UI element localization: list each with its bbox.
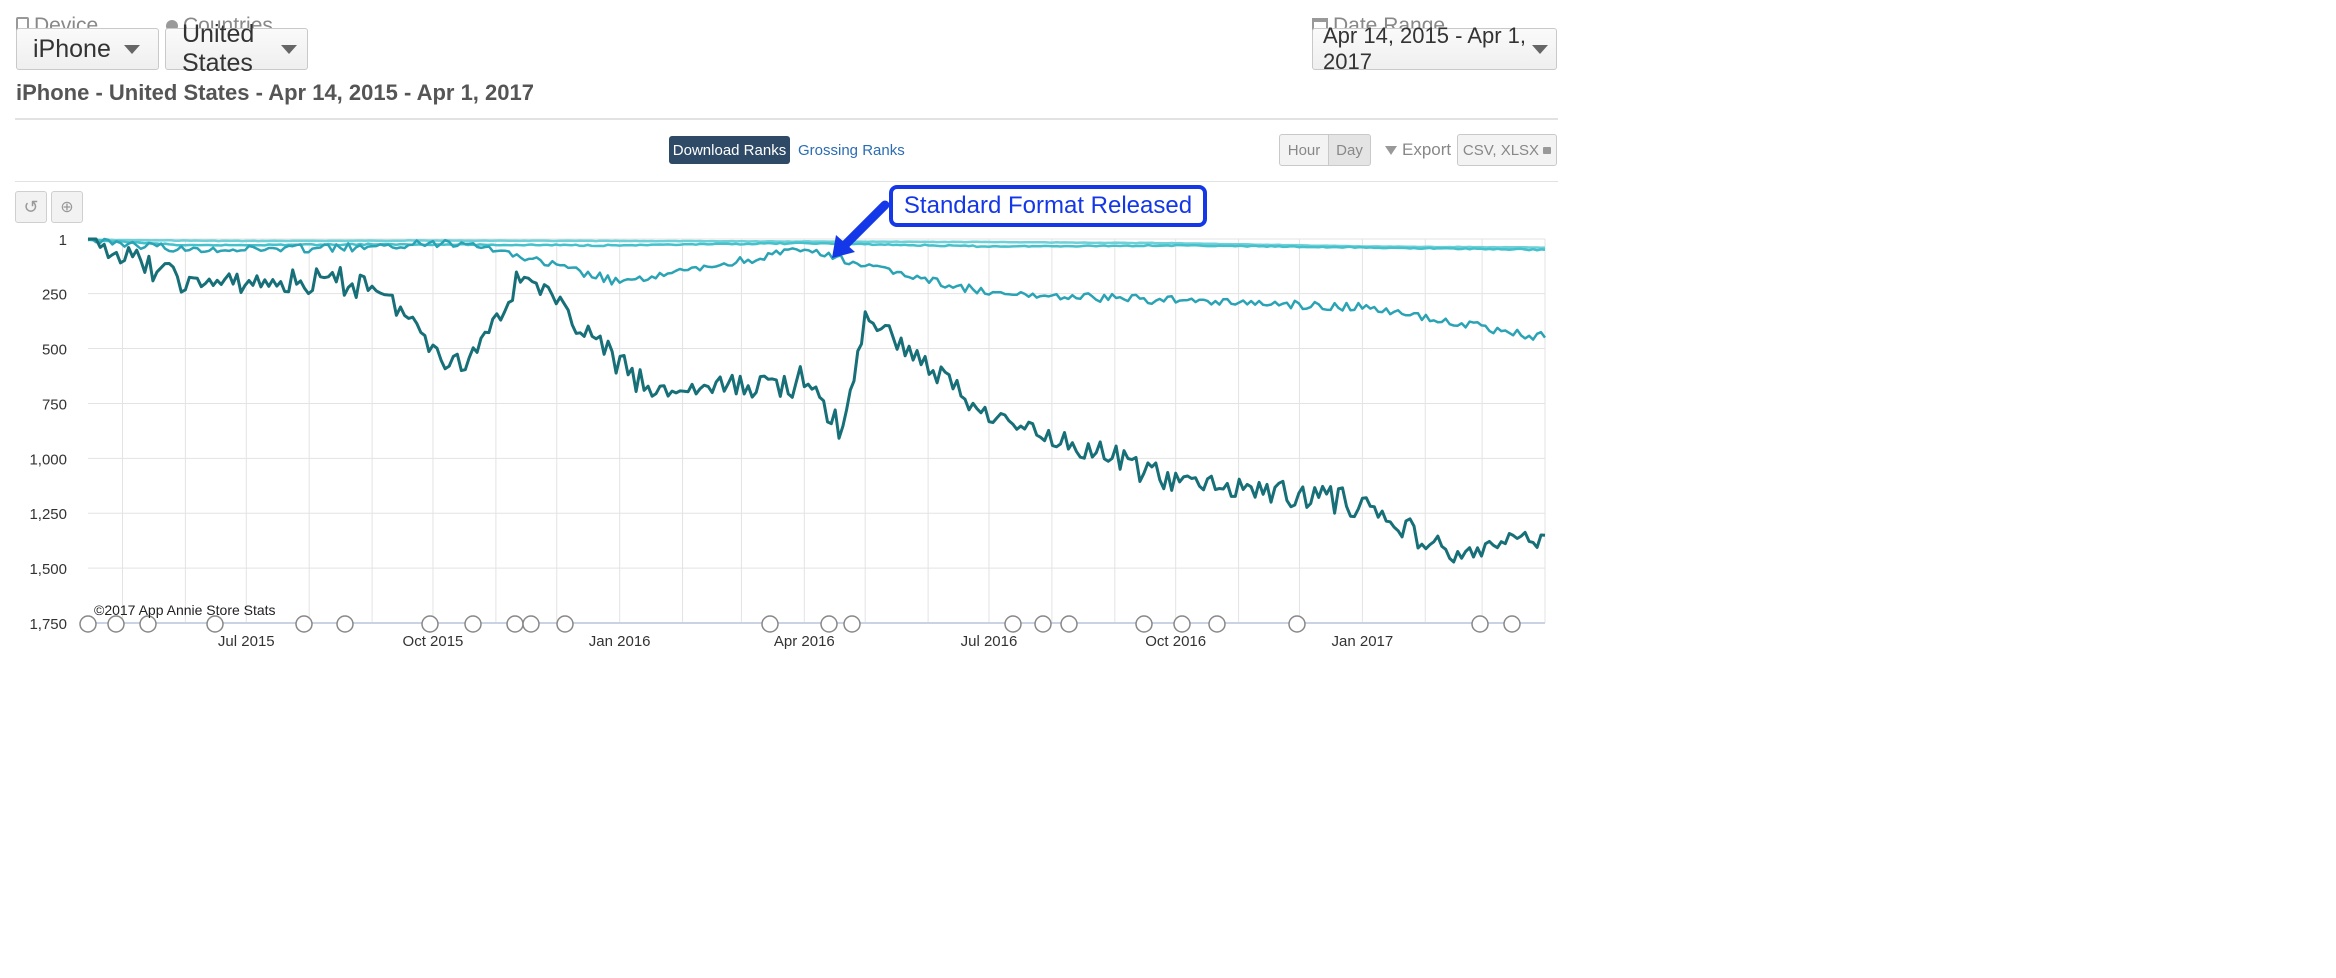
divider: [15, 118, 1558, 120]
event-marker[interactable]: [206, 615, 224, 633]
x-tick-label: Oct 2016: [1145, 633, 1206, 650]
tab-download-ranks[interactable]: Download Ranks: [669, 136, 790, 164]
hour-button[interactable]: Hour: [1279, 134, 1329, 166]
y-tick-label: 750: [42, 396, 67, 413]
event-marker[interactable]: [820, 615, 838, 633]
event-marker[interactable]: [79, 615, 97, 633]
date-range-select[interactable]: Apr 14, 2015 - Apr 1, 2017: [1312, 23, 1557, 74]
chevron-down-icon: [1532, 45, 1548, 54]
y-tick-label: 1,500: [29, 561, 67, 578]
annotation-arrow-icon: [832, 200, 890, 258]
zoom-in-icon: ⊕: [60, 199, 74, 216]
annotation-callout: Standard Format Released: [889, 185, 1207, 227]
event-marker[interactable]: [1034, 615, 1052, 633]
event-marker[interactable]: [464, 615, 482, 633]
device-select[interactable]: iPhone: [16, 28, 159, 70]
event-markers: [79, 615, 1521, 633]
x-tick-label: Jan 2016: [589, 633, 651, 650]
lock-icon: [1543, 146, 1552, 154]
x-tick-label: Oct 2015: [403, 633, 464, 650]
event-marker[interactable]: [761, 615, 779, 633]
y-tick-label: 1,000: [29, 451, 67, 468]
event-marker[interactable]: [506, 615, 524, 633]
y-tick-label: 250: [42, 287, 67, 304]
x-tick-label: Jul 2015: [218, 633, 275, 650]
countries-value: United States: [182, 20, 255, 77]
undo-icon: ↺: [23, 196, 39, 217]
format-button[interactable]: CSV, XLSX: [1457, 134, 1557, 166]
event-marker[interactable]: [1208, 615, 1226, 633]
x-tick-label: Jul 2016: [961, 633, 1018, 650]
date-range-value: Apr 14, 2015 - Apr 1, 2017: [1323, 23, 1527, 74]
series-line: [88, 237, 1546, 564]
event-marker[interactable]: [843, 615, 861, 633]
day-button[interactable]: Day: [1328, 134, 1371, 166]
x-tick-label: Jan 2017: [1332, 633, 1394, 650]
y-tick-label: 500: [42, 342, 67, 359]
event-marker[interactable]: [421, 615, 439, 633]
series-line: [87, 237, 1547, 341]
chart-series: [87, 237, 1547, 564]
series-line: [87, 238, 1546, 252]
y-tick-label: 1,750: [29, 616, 67, 633]
export-button[interactable]: Export: [1385, 140, 1451, 160]
download-icon: [1385, 145, 1397, 155]
page-subtitle: iPhone - United States - Apr 14, 2015 - …: [16, 80, 534, 105]
chevron-down-icon: [124, 45, 140, 54]
chart-grid: [88, 238, 1546, 624]
y-tick-label: 1,250: [29, 506, 67, 523]
format-label: CSV, XLSX: [1462, 141, 1540, 159]
event-marker[interactable]: [1060, 615, 1078, 633]
event-marker[interactable]: [1004, 615, 1022, 633]
event-marker[interactable]: [522, 615, 540, 633]
chevron-down-icon: [281, 45, 297, 54]
event-marker[interactable]: [336, 615, 354, 633]
zoom-button[interactable]: ⊕: [51, 191, 83, 223]
export-label: Export: [1402, 140, 1452, 159]
event-marker[interactable]: [107, 615, 125, 633]
series-line: [88, 238, 1546, 250]
countries-select[interactable]: United States: [165, 20, 308, 77]
copyright-text: ©2017 App Annie Store Stats: [94, 602, 276, 618]
reset-zoom-button[interactable]: ↺: [15, 191, 47, 223]
event-marker[interactable]: [1288, 615, 1306, 633]
x-tick-label: Apr 2016: [774, 633, 835, 650]
event-marker[interactable]: [295, 615, 313, 633]
event-marker[interactable]: [1135, 615, 1153, 633]
event-marker[interactable]: [1173, 615, 1191, 633]
event-marker[interactable]: [139, 615, 157, 633]
divider: [15, 181, 1558, 182]
event-marker[interactable]: [1503, 615, 1521, 633]
y-tick-label: 1: [59, 232, 67, 249]
x-axis: Jul 2015 Oct 2015 Jan 2016 Apr 2016 Jul 2016…: [218, 633, 1393, 650]
tab-grossing-ranks[interactable]: Grossing Ranks: [798, 141, 905, 159]
event-marker[interactable]: [1471, 615, 1489, 633]
event-marker[interactable]: [556, 615, 574, 633]
device-value: iPhone: [33, 34, 111, 63]
y-axis: 1 250 500 750 1,000 1,250 1,500 1,750: [29, 232, 67, 633]
